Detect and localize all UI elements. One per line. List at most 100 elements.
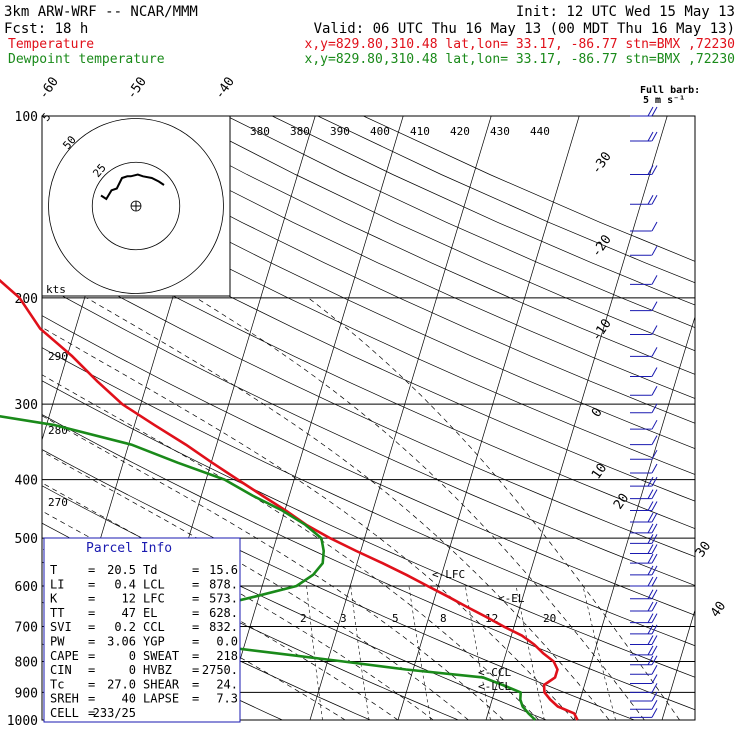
wind-barb xyxy=(630,576,658,587)
parcel-key: Tc xyxy=(50,677,64,691)
barb-feather xyxy=(647,565,654,576)
barb-feather xyxy=(647,613,654,623)
parcel-eq: = xyxy=(192,692,199,706)
parcel-eq: = xyxy=(192,663,199,677)
parcel-key: HVBZ xyxy=(143,663,172,677)
temperature-legend-info: x,y=829.80,310.48 lat,lon= 33.17, -86.77… xyxy=(305,37,735,52)
barb-feather xyxy=(651,301,658,311)
barb-feather xyxy=(651,347,658,357)
parcel-value: 573. xyxy=(209,592,238,606)
barb-feather xyxy=(651,708,658,718)
wind-barb xyxy=(630,245,658,256)
parcel-eq: = xyxy=(192,592,199,606)
model-title: 3km ARW-WRF -- NCAR/MMM xyxy=(4,4,198,20)
temperature-tick-label: -20 xyxy=(589,232,615,260)
parcel-key: SREH xyxy=(50,692,79,706)
parcel-key: SWEAT xyxy=(143,649,179,663)
parcel-eq: = xyxy=(192,649,199,663)
barb-feather xyxy=(651,665,658,675)
theta-label: 400 xyxy=(370,125,390,138)
wind-barb xyxy=(630,700,658,710)
parcel-key: K xyxy=(50,592,58,606)
mixing-ratio-line xyxy=(582,585,616,720)
barb-feather xyxy=(651,613,658,623)
barb-feather xyxy=(651,544,658,554)
hodograph-ring xyxy=(91,161,181,251)
wind-barb xyxy=(630,683,658,693)
barb-feather xyxy=(647,601,654,612)
barb-feather xyxy=(647,106,654,117)
parcel-key: LI xyxy=(50,577,64,591)
parcel-eq: = xyxy=(88,663,95,677)
wind-barbs xyxy=(630,106,658,718)
mixing-ratio-line xyxy=(306,585,323,720)
wind-barb xyxy=(630,367,658,378)
parcel-eq: = xyxy=(192,563,199,577)
wind-barb xyxy=(630,275,658,285)
barb-feather xyxy=(647,635,654,645)
parcel-eq: = xyxy=(88,649,95,663)
level-marker: <-CCL xyxy=(478,666,511,679)
parcel-info-box xyxy=(43,537,241,723)
isotherm-line xyxy=(397,116,580,720)
hodograph-trace xyxy=(100,173,165,201)
parcel-eq: = xyxy=(192,606,199,620)
barb-feather xyxy=(647,576,654,587)
parcel-value: 2750. xyxy=(202,663,238,677)
parcel-value: 233/25 xyxy=(93,706,136,720)
theta-label: 420 xyxy=(450,125,470,138)
pressure-tick-label: 800 xyxy=(15,655,38,670)
forecast-hour: Fcst: 18 h xyxy=(4,21,88,37)
wind-barb xyxy=(630,403,658,414)
parcel-eq: = xyxy=(192,677,199,691)
barb-feather xyxy=(651,565,658,576)
parcel-info-panel: Parcel Info T = 20.5 Td = 15.6 LI = 0.4 LCL = 878. K =… xyxy=(43,537,241,723)
wind-barb xyxy=(630,419,658,430)
parcel-value: 628. xyxy=(209,606,238,620)
wind-barb xyxy=(630,691,658,702)
parcel-key: LFC xyxy=(143,592,165,606)
theta-label: 380 xyxy=(290,125,310,138)
temperature-line xyxy=(0,278,579,721)
wind-barb xyxy=(630,301,658,312)
theta-e-label: 270 xyxy=(48,496,68,509)
barb-feather xyxy=(651,419,658,430)
parcel-key: CCL xyxy=(143,620,165,634)
temperature-tick-label: 40 xyxy=(708,599,729,620)
mixing-ratio-label: 3 xyxy=(340,612,347,625)
barb-feather xyxy=(651,403,658,414)
temperature-tick-label: 30 xyxy=(693,539,714,560)
wind-barb xyxy=(630,501,658,512)
theta-e-label: 290 xyxy=(48,350,68,363)
theta-label: 390 xyxy=(330,125,350,138)
level-marker: <-LFC xyxy=(432,568,465,581)
barb-feather xyxy=(647,501,654,511)
profile-layer: <-LFC <-EL <-CCL<-LCL xyxy=(0,278,579,721)
dry-adiabat xyxy=(42,167,695,475)
parcel-key: SVI xyxy=(50,620,72,634)
wind-barb xyxy=(630,435,658,446)
barb-feather xyxy=(651,523,658,534)
temperature-tick-label: 20 xyxy=(611,491,632,512)
barb-feather xyxy=(651,674,658,684)
mixing-ratio-line xyxy=(350,585,370,720)
barb-feather xyxy=(651,449,658,460)
parcel-key: PW xyxy=(50,635,65,649)
dry-adiabat xyxy=(42,347,695,647)
parcel-key: CAPE xyxy=(50,649,79,663)
isotherm-line xyxy=(573,315,695,720)
theta-label: 430 xyxy=(490,125,510,138)
parcel-key: EL xyxy=(143,606,157,620)
dry-adiabat xyxy=(42,224,695,529)
parcel-value: 40 xyxy=(122,692,136,706)
wind-barb xyxy=(630,347,658,357)
parcel-eq: = xyxy=(88,577,95,591)
isotherm-line xyxy=(221,116,404,720)
wind-barb xyxy=(630,512,658,523)
parcel-value: 0.0 xyxy=(216,635,238,649)
dry-adiabat xyxy=(42,380,695,678)
wind-barb xyxy=(630,523,658,534)
temperature-legend-label: Temperature xyxy=(8,37,94,52)
